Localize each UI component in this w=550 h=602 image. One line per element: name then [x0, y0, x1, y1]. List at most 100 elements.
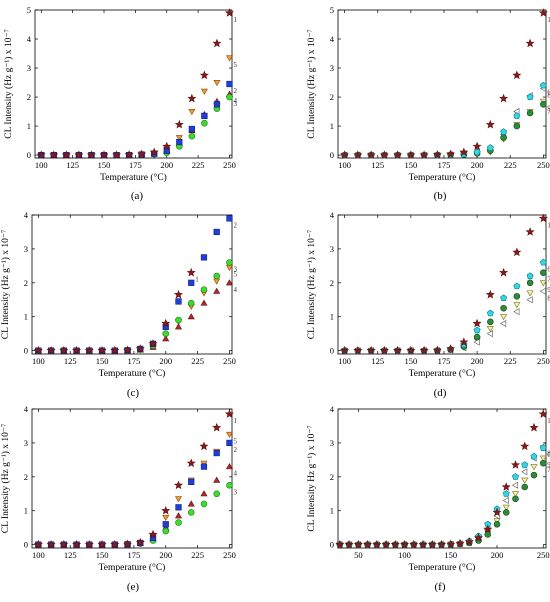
data-point: [84, 345, 94, 355]
x-tick-label: 225: [192, 160, 205, 170]
data-point: [464, 537, 474, 546]
data-point: [186, 267, 196, 277]
x-tick-label: 175: [438, 356, 451, 366]
x-tick-label: 150: [404, 356, 417, 366]
panel-d: 100 125 150 175 200 225 250 0 1 2 3 4 Temperature (°…: [306, 210, 550, 399]
series-5: [34, 431, 233, 549]
data-point: [513, 302, 521, 309]
data-point: [500, 314, 508, 321]
data-point: [512, 495, 519, 503]
data-point: [175, 504, 182, 511]
data-point: [427, 539, 437, 549]
data-point: [213, 476, 221, 483]
y-tick-label: 4: [330, 404, 335, 414]
y-tick-label: 3: [330, 63, 334, 73]
data-point: [200, 88, 208, 95]
x-tick-label: 225: [504, 356, 517, 366]
y-tick-label: 0: [24, 346, 28, 356]
y-tick-label: 3: [24, 438, 28, 448]
data-point: [437, 539, 447, 549]
x-tick-label: 175: [438, 160, 451, 170]
data-point: [502, 504, 510, 511]
data-point: [353, 539, 363, 549]
data-point: [538, 409, 548, 418]
data-point: [521, 468, 528, 476]
data-point: [188, 279, 195, 286]
data-point: [500, 294, 508, 302]
data-point: [162, 335, 170, 342]
data-point: [539, 280, 547, 287]
data-point: [526, 109, 534, 117]
data-point: [400, 539, 410, 549]
y-tick-label: 4: [24, 404, 29, 414]
data-point: [225, 279, 233, 286]
data-point: [174, 496, 183, 503]
plot-frame: [34, 9, 233, 159]
data-point: [406, 345, 416, 355]
series-label: 7: [547, 107, 550, 115]
y-tick-label: 1: [330, 506, 334, 516]
data-point: [335, 539, 345, 549]
data-point: [520, 441, 530, 451]
data-point: [61, 150, 71, 159]
data-point: [110, 345, 120, 355]
data-point: [500, 128, 508, 135]
data-point: [513, 308, 520, 316]
data-point: [484, 531, 492, 538]
y-tick-label: 2: [27, 92, 31, 102]
data-point: [539, 81, 547, 89]
series-label: 3: [233, 100, 237, 108]
data-point: [539, 287, 546, 295]
y-axis-label: CL Intensity (Hz g⁻¹) x 10⁻⁷: [3, 29, 14, 139]
data-point: [538, 8, 548, 17]
data-point: [84, 539, 94, 549]
series-label: 5: [233, 61, 237, 69]
data-point: [135, 537, 145, 547]
series-1: [340, 213, 548, 355]
data-point: [381, 539, 391, 549]
x-tick-label: 150: [96, 550, 109, 560]
x-tick-label: 250: [223, 550, 236, 560]
x-axis-label: Temperature (°C): [99, 562, 166, 573]
data-point: [36, 150, 46, 159]
data-point: [226, 439, 233, 447]
x-tick-label: 225: [191, 550, 204, 560]
y-tick-label: 4: [330, 34, 335, 44]
x-tick-label: 100: [32, 550, 45, 560]
data-point: [33, 539, 43, 549]
data-point: [406, 150, 416, 159]
data-point: [225, 8, 234, 17]
data-point: [530, 464, 538, 471]
data-point: [74, 150, 84, 159]
series-label: 2: [233, 87, 237, 95]
plot-frame: [31, 214, 233, 355]
y-tick-label: 0: [330, 150, 334, 160]
series-label: 5: [233, 271, 237, 279]
series-7: [336, 459, 547, 548]
y-tick-label: 1: [27, 121, 31, 131]
data-point: [200, 500, 208, 508]
series-label: 9: [547, 286, 550, 294]
y-tick-label: 1: [24, 312, 28, 322]
x-axis-label: Temperature (°C): [100, 172, 167, 183]
x-tick-label: 250: [537, 160, 550, 170]
data-point: [161, 318, 171, 328]
series-6: [341, 81, 547, 159]
y-tick-label: 3: [330, 438, 334, 448]
data-point: [225, 431, 233, 438]
plot-frame: [337, 214, 547, 355]
data-point: [353, 345, 363, 355]
data-point: [539, 258, 547, 266]
y-tick-label: 1: [330, 121, 334, 131]
x-tick-label: 250: [537, 550, 550, 560]
data-point: [500, 304, 507, 312]
data-point: [485, 289, 495, 299]
y-axis-label: CL Intensity Hz g⁻¹) x 10⁻⁷: [306, 425, 317, 531]
x-tick-label: 100: [398, 550, 411, 560]
data-point: [499, 93, 509, 103]
data-point: [225, 265, 233, 272]
data-point: [521, 477, 529, 484]
data-point: [174, 480, 183, 490]
data-point: [123, 539, 133, 549]
